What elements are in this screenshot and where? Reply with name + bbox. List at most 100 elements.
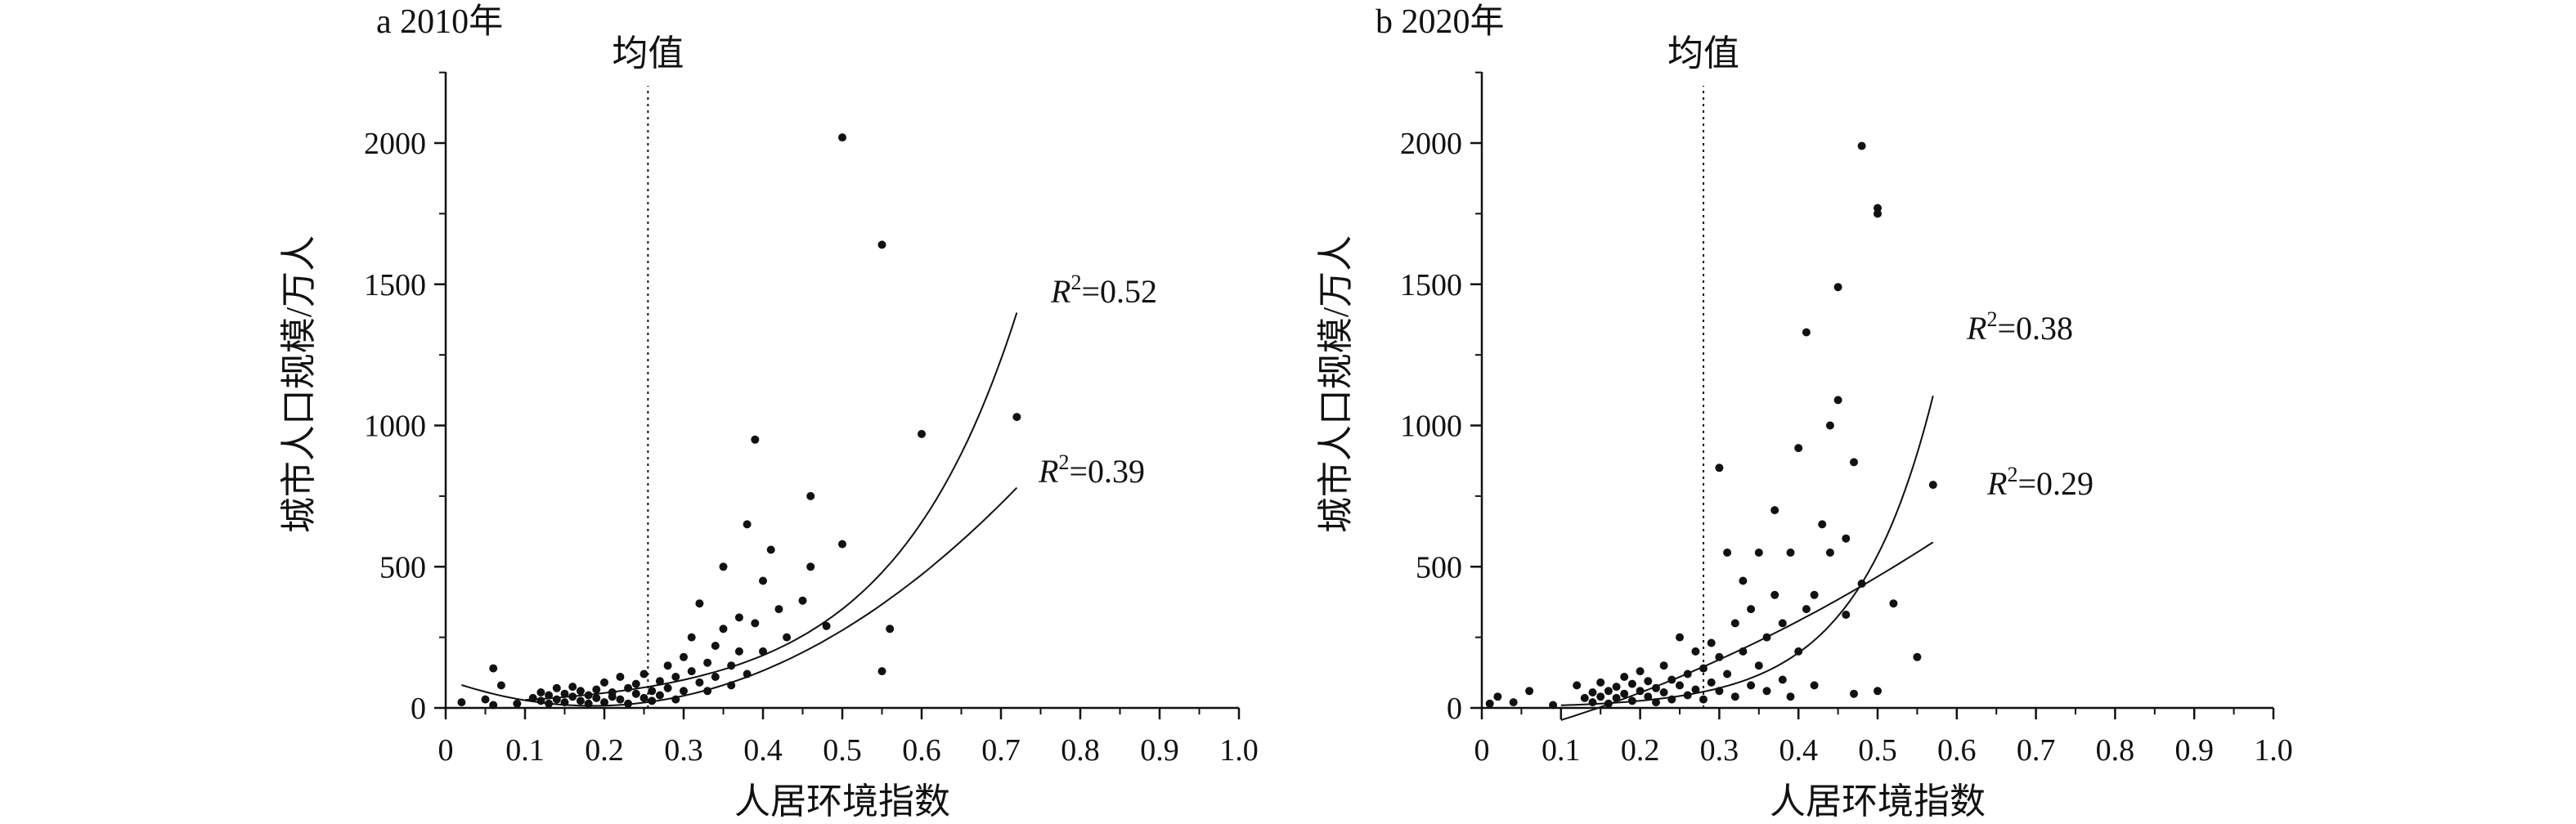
data-point: [1762, 687, 1771, 696]
data-point: [552, 683, 561, 692]
data-point: [1874, 687, 1882, 696]
data-point: [766, 545, 775, 554]
data-point: [1667, 695, 1676, 704]
data-point: [592, 693, 601, 702]
data-point: [560, 698, 569, 707]
r2-superscript: 2: [1070, 271, 1081, 294]
data-point: [1723, 549, 1732, 557]
data-point: [1652, 683, 1660, 692]
data-point: [1802, 605, 1811, 614]
data-point: [1850, 689, 1858, 698]
data-point: [1786, 549, 1795, 557]
y-tick-label: 2000: [1400, 127, 1462, 161]
data-point: [1612, 693, 1621, 702]
data-point: [655, 691, 664, 700]
y-tick-label: 0: [411, 692, 426, 726]
data-point: [513, 699, 522, 708]
data-point: [719, 625, 728, 634]
data-point: [496, 681, 505, 690]
data-point: [1683, 691, 1692, 700]
data-point: [1842, 534, 1851, 543]
x-tick-label: 0.8: [2096, 733, 2135, 768]
data-point: [1857, 580, 1866, 588]
data-point: [1770, 590, 1779, 599]
data-point: [711, 642, 720, 650]
data-point: [481, 695, 490, 704]
data-point: [1707, 638, 1716, 647]
fit-curve-quadratic: [1560, 541, 1934, 721]
x-tick-label: 0.3: [664, 733, 703, 768]
x-tick-label: 0.7: [981, 733, 1021, 768]
data-point: [1730, 692, 1739, 701]
x-tick-label: 0.2: [585, 733, 624, 768]
data-point: [1928, 481, 1937, 490]
data-point: [1588, 698, 1597, 707]
x-tick-label: 0.4: [1779, 733, 1818, 768]
data-point: [838, 133, 846, 142]
data-point: [743, 670, 752, 678]
data-point: [1549, 701, 1558, 710]
data-point: [1683, 670, 1692, 678]
x-tick-label: 0.3: [1700, 733, 1739, 768]
r2-symbol: R: [1986, 465, 2007, 502]
data-point: [1652, 698, 1660, 707]
x-tick-label: 0.2: [1621, 733, 1660, 768]
data-point: [489, 701, 498, 710]
data-point: [545, 691, 554, 700]
data-point: [552, 695, 561, 704]
data-point: [1580, 693, 1589, 702]
data-point: [1825, 549, 1834, 557]
x-tick-label: 0.1: [505, 733, 545, 768]
data-point: [1723, 670, 1732, 678]
data-point: [1604, 687, 1613, 696]
data-point: [560, 689, 569, 698]
r2-symbol: R: [1050, 273, 1070, 310]
data-point: [1493, 692, 1502, 701]
data-point: [1627, 696, 1636, 705]
x-tick-label: 0.5: [823, 733, 862, 768]
data-point: [1747, 605, 1756, 614]
data-point: [1778, 675, 1787, 684]
x-axis-title: 人居环境指数: [1770, 781, 1986, 822]
data-point: [1525, 687, 1534, 696]
data-point: [600, 678, 608, 687]
data-point: [1818, 520, 1827, 529]
mean-label: 均值: [612, 34, 684, 74]
data-point: [600, 698, 608, 707]
data-point: [680, 652, 688, 661]
data-point: [806, 491, 815, 500]
data-point: [1573, 681, 1582, 690]
y-axis-title: 城市人口规模/万人: [279, 235, 319, 533]
data-point: [1802, 328, 1811, 337]
data-point: [1676, 633, 1684, 642]
data-point: [1739, 647, 1748, 656]
x-tick-label: 0.9: [1140, 733, 1179, 768]
data-point: [687, 633, 696, 642]
data-point: [663, 683, 672, 692]
data-point: [1762, 633, 1771, 642]
data-point: [1485, 699, 1494, 708]
data-point: [1699, 695, 1708, 704]
data-point: [774, 605, 783, 614]
data-point: [457, 698, 466, 707]
data-point: [1707, 678, 1716, 687]
data-point: [743, 520, 752, 529]
x-tick-label: 0.1: [1542, 733, 1581, 768]
data-point: [640, 693, 648, 702]
data-point: [648, 687, 657, 696]
data-point: [1874, 204, 1882, 213]
data-point: [1794, 647, 1803, 656]
chart-panel-b: b 2020年 0 0.1 0.2 0.3 0.4 0.5 0.6 0.7 0.8 0.9 1.0 0 5…: [1316, 2, 2293, 822]
data-point: [751, 435, 760, 444]
x-tick-label: 0.4: [743, 733, 783, 768]
data-point: [631, 689, 640, 698]
data-point: [489, 664, 498, 673]
y-tick-label: 500: [379, 550, 426, 584]
data-point: [703, 687, 712, 696]
data-point: [648, 696, 657, 705]
data-point: [1012, 413, 1021, 422]
data-point: [877, 667, 886, 676]
data-point: [1857, 141, 1866, 150]
y-tick-label: 2000: [364, 127, 426, 161]
